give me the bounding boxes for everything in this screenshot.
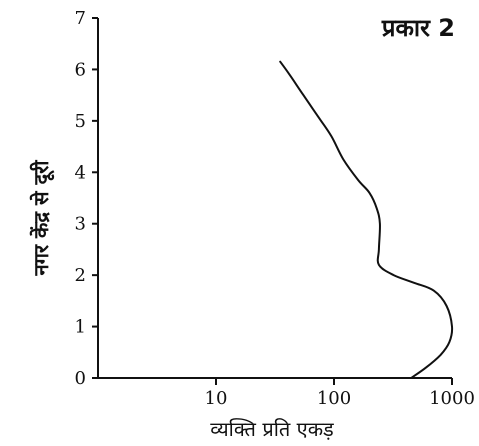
chart-title: प्रकार 2	[381, 14, 455, 42]
density-line	[279, 60, 454, 379]
y-tick-label: 0	[75, 368, 86, 389]
x-tick-label: 1000	[429, 388, 475, 409]
x-tick-label: 100	[317, 388, 351, 409]
y-tick-label: 2	[75, 265, 86, 286]
y-tick-label: 1	[75, 317, 86, 338]
x-axis: 10 100 1000	[98, 377, 475, 409]
plot-area	[279, 60, 454, 379]
x-axis-title: व्यक्ति प्रति एकड़	[210, 417, 334, 441]
y-tick-label: 7	[75, 8, 86, 29]
y-tick-label: 3	[75, 214, 86, 235]
y-axis: 0 1 2 3 4 5 6 7	[75, 8, 99, 389]
y-axis-title: नगर केंद्र से दूरी	[29, 160, 55, 277]
y-tick-label: 5	[75, 111, 86, 132]
x-tick-label: 10	[205, 388, 228, 409]
y-tick-label: 6	[75, 59, 86, 80]
y-tick-label: 4	[75, 162, 86, 183]
